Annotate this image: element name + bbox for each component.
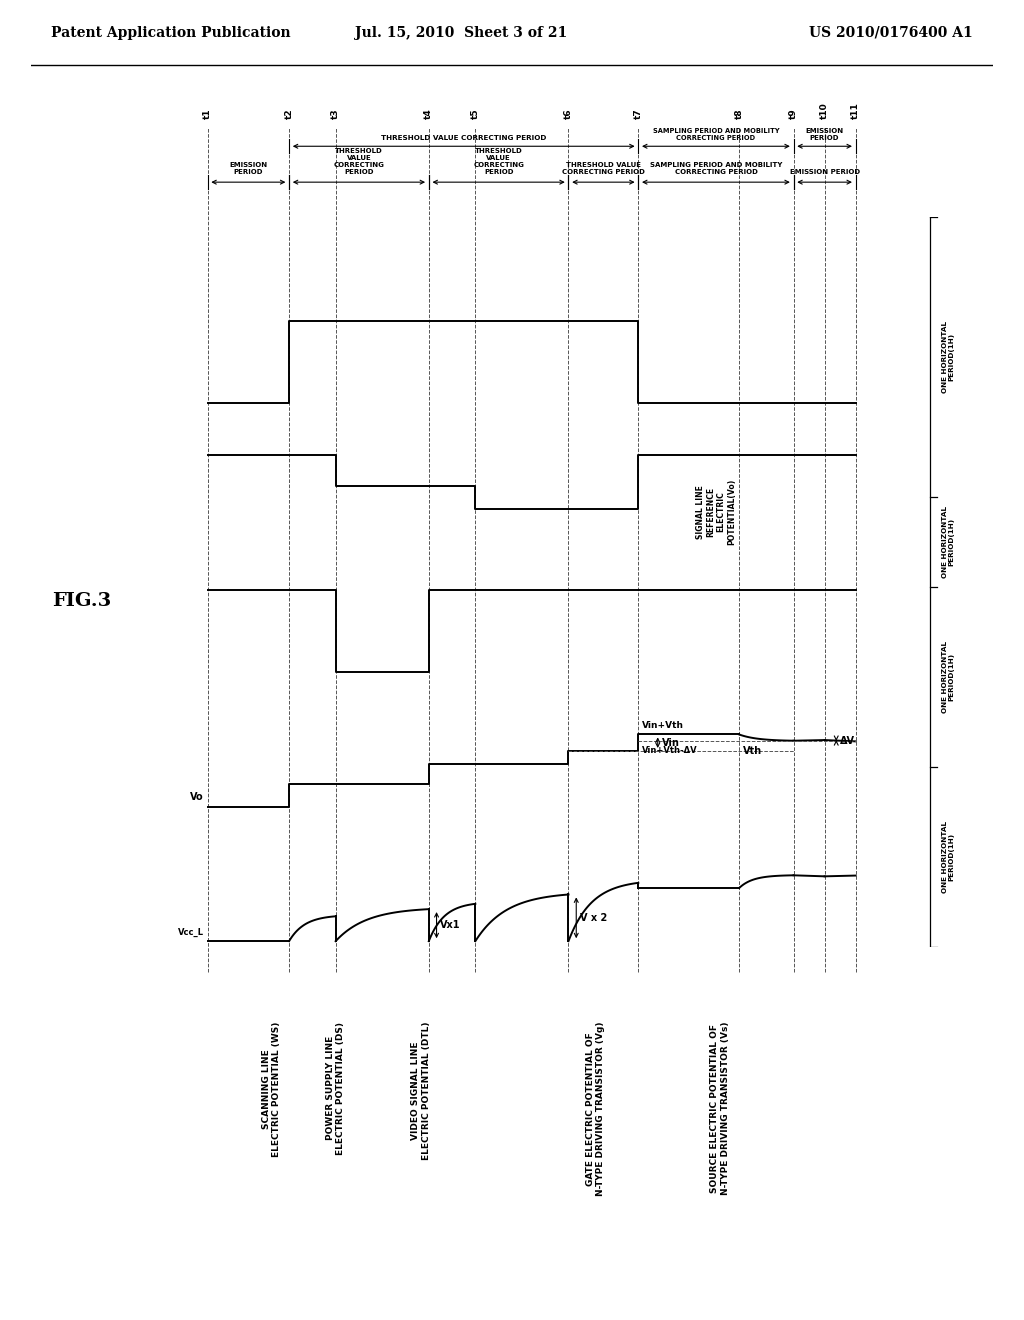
Text: Patent Application Publication: Patent Application Publication (51, 26, 291, 40)
Text: ONE HORIZONTAL
PERIOD(1H): ONE HORIZONTAL PERIOD(1H) (942, 321, 954, 393)
Text: THRESHOLD
VALUE
CORRECTING
PERIOD: THRESHOLD VALUE CORRECTING PERIOD (473, 148, 524, 176)
Text: t5: t5 (471, 108, 480, 119)
Text: THRESHOLD
VALUE
CORRECTING
PERIOD: THRESHOLD VALUE CORRECTING PERIOD (334, 148, 384, 176)
Text: V x 2: V x 2 (581, 913, 607, 923)
Text: GATE ELECTRIC POTENTIAL OF
N-TYPE DRIVING TRANSISTOR (Vg): GATE ELECTRIC POTENTIAL OF N-TYPE DRIVIN… (586, 1022, 605, 1196)
Text: SAMPLING PERIOD AND MOBILITY
CORRECTING PERIOD: SAMPLING PERIOD AND MOBILITY CORRECTING … (652, 128, 779, 141)
Text: t3: t3 (331, 108, 340, 119)
Text: ONE HORIZONTAL
PERIOD(1H): ONE HORIZONTAL PERIOD(1H) (942, 506, 954, 578)
Text: t10: t10 (820, 103, 829, 119)
Text: Vth: Vth (743, 746, 762, 756)
Text: t4: t4 (424, 108, 433, 119)
Text: t7: t7 (634, 108, 643, 119)
Text: t1: t1 (203, 108, 212, 119)
Text: EMISSION PERIOD: EMISSION PERIOD (790, 169, 860, 176)
Text: t2: t2 (285, 108, 294, 119)
Text: ONE HORIZONTAL
PERIOD(1H): ONE HORIZONTAL PERIOD(1H) (942, 642, 954, 713)
Text: EMISSION
PERIOD: EMISSION PERIOD (806, 128, 844, 141)
Text: POWER SUPPLY LINE
ELECTRIC POTENTIAL (DS): POWER SUPPLY LINE ELECTRIC POTENTIAL (DS… (326, 1022, 345, 1155)
Text: EMISSION
PERIOD: EMISSION PERIOD (229, 162, 267, 176)
Text: t6: t6 (564, 108, 573, 119)
Text: SIGNAL LINE
REFERENCE
ELECTRIC
POTENTIAL(Vo): SIGNAL LINE REFERENCE ELECTRIC POTENTIAL… (696, 479, 736, 545)
Text: SOURCE ELECTRIC POTENTIAL OF
N-TYPE DRIVING TRANSISTOR (Vs): SOURCE ELECTRIC POTENTIAL OF N-TYPE DRIV… (710, 1022, 729, 1195)
Text: Vin+Vth-ΔV: Vin+Vth-ΔV (642, 746, 697, 755)
Text: Vcc_L: Vcc_L (178, 928, 204, 937)
Text: Vin+Vth: Vin+Vth (642, 721, 684, 730)
Text: Vo: Vo (190, 792, 204, 803)
Text: US 2010/0176400 A1: US 2010/0176400 A1 (809, 26, 973, 40)
Text: Jul. 15, 2010  Sheet 3 of 21: Jul. 15, 2010 Sheet 3 of 21 (354, 26, 567, 40)
Text: Vx1: Vx1 (440, 920, 461, 931)
Text: t8: t8 (735, 108, 743, 119)
Text: ΔV: ΔV (840, 735, 855, 746)
Text: t11: t11 (851, 103, 860, 119)
Text: VIDEO SIGNAL LINE
ELECTRIC POTENTIAL (DTL): VIDEO SIGNAL LINE ELECTRIC POTENTIAL (DT… (412, 1022, 431, 1160)
Text: SAMPLING PERIOD AND MOBILITY
CORRECTING PERIOD: SAMPLING PERIOD AND MOBILITY CORRECTING … (650, 162, 782, 176)
Text: THRESHOLD VALUE
CORRECTING PERIOD: THRESHOLD VALUE CORRECTING PERIOD (562, 162, 645, 176)
Text: Vin: Vin (662, 738, 680, 747)
Text: FIG.3: FIG.3 (52, 591, 112, 610)
Text: SCANNING LINE
ELECTRIC POTENTIAL (WS): SCANNING LINE ELECTRIC POTENTIAL (WS) (262, 1022, 282, 1158)
Text: ONE HORIZONTAL
PERIOD(1H): ONE HORIZONTAL PERIOD(1H) (942, 821, 954, 894)
Text: t9: t9 (790, 108, 798, 119)
Text: THRESHOLD VALUE CORRECTING PERIOD: THRESHOLD VALUE CORRECTING PERIOD (381, 135, 547, 141)
